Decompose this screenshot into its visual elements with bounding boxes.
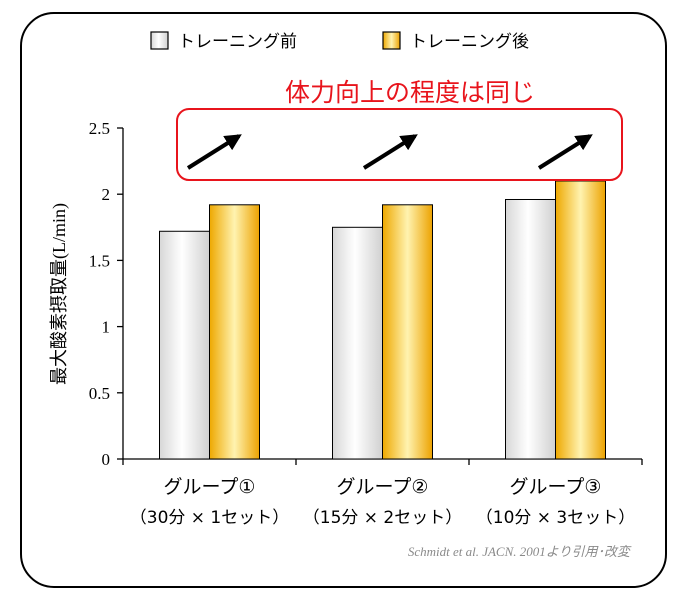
annotation-box (176, 108, 623, 181)
bar-before (332, 226, 383, 460)
trend-arrows (186, 134, 593, 170)
legend-swatch-before (150, 31, 169, 50)
x-tick-labels: グループ① （30分 × 1セット） グループ② （15分 × 2セット） グループ③ （… (130, 476, 636, 528)
x-category-sublabel: （30分 × 1セット） (130, 508, 290, 528)
x-category-sublabel: （15分 × 2セット） (303, 508, 463, 528)
bar-before (505, 198, 556, 460)
arrow-icon (186, 134, 242, 170)
legend-swatch-after (382, 31, 401, 50)
annotation-text: 体力向上の程度は同じ (285, 78, 535, 107)
y-tick-label: 0 (102, 450, 111, 469)
bar-after (209, 204, 260, 460)
x-category-label: グループ① (164, 476, 256, 498)
y-tick-label: 0.5 (89, 384, 110, 403)
y-axis-label: 最大酸素摂取量(L/min) (49, 203, 70, 385)
x-category-label: グループ② (337, 476, 429, 498)
y-tick-label: 1 (102, 318, 111, 337)
bar-before (159, 230, 210, 460)
arrow-icon (362, 134, 418, 170)
bars (159, 180, 606, 460)
y-tick-label: 2 (102, 185, 111, 204)
legend-label-after: トレーニング後 (410, 32, 529, 52)
y-tick-labels: 0 0.5 1 1.5 2 2.5 (89, 119, 110, 469)
x-category-label: グループ③ (510, 476, 602, 498)
arrow-icon (537, 134, 593, 170)
x-category-sublabel: （10分 × 3セット） (476, 508, 636, 528)
bar-after (555, 180, 606, 460)
y-tick-label: 2.5 (89, 119, 110, 138)
legend-label-before: トレーニング前 (178, 32, 297, 52)
legend: トレーニング前 トレーニング後 (150, 31, 529, 52)
source-citation: Schmidt et al. JACN. 2001より引用･改変 (408, 544, 632, 559)
bar-after (382, 204, 433, 460)
y-tick-label: 1.5 (89, 251, 110, 270)
